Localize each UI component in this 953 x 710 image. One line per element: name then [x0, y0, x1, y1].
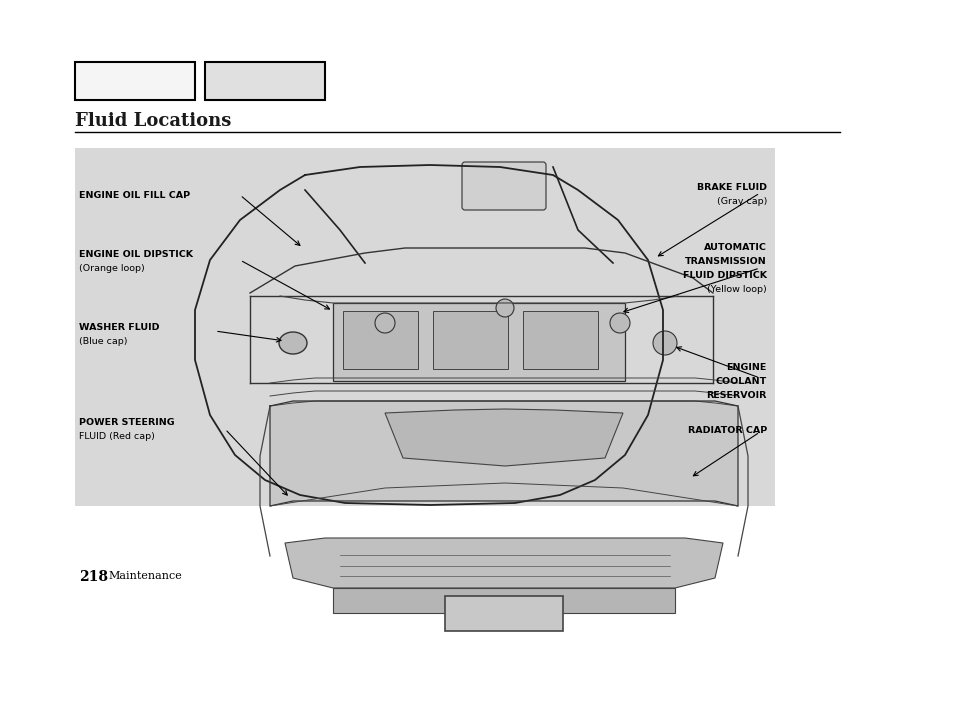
Text: BRAKE FLUID: BRAKE FLUID [697, 183, 766, 192]
Text: RESERVOIR: RESERVOIR [706, 391, 766, 400]
FancyBboxPatch shape [205, 62, 325, 100]
Text: WASHER FLUID: WASHER FLUID [79, 323, 159, 332]
FancyBboxPatch shape [444, 596, 562, 631]
Polygon shape [270, 401, 738, 506]
Text: Maintenance: Maintenance [108, 571, 182, 581]
Circle shape [375, 313, 395, 333]
Text: 218: 218 [79, 570, 108, 584]
FancyBboxPatch shape [522, 311, 598, 369]
Text: TRANSMISSION: TRANSMISSION [684, 257, 766, 266]
FancyBboxPatch shape [333, 303, 624, 381]
Polygon shape [385, 409, 622, 466]
FancyBboxPatch shape [343, 311, 417, 369]
Polygon shape [285, 538, 722, 588]
FancyBboxPatch shape [75, 148, 774, 506]
Text: COOLANT: COOLANT [715, 377, 766, 386]
Text: (Orange loop): (Orange loop) [79, 264, 145, 273]
Circle shape [652, 331, 677, 355]
Polygon shape [333, 588, 675, 613]
Text: FLUID (Red cap): FLUID (Red cap) [79, 432, 154, 441]
Ellipse shape [278, 332, 307, 354]
Text: Fluid Locations: Fluid Locations [75, 112, 232, 130]
FancyBboxPatch shape [461, 162, 545, 210]
Text: (Blue cap): (Blue cap) [79, 337, 128, 346]
Text: ENGINE: ENGINE [726, 363, 766, 372]
Text: (Gray cap): (Gray cap) [716, 197, 766, 206]
Text: FLUID DIPSTICK: FLUID DIPSTICK [682, 271, 766, 280]
Text: RADIATOR CAP: RADIATOR CAP [687, 426, 766, 435]
FancyBboxPatch shape [75, 62, 194, 100]
Circle shape [609, 313, 629, 333]
Text: ENGINE OIL FILL CAP: ENGINE OIL FILL CAP [79, 191, 190, 200]
FancyBboxPatch shape [433, 311, 507, 369]
Circle shape [496, 299, 514, 317]
Text: ENGINE OIL DIPSTICK: ENGINE OIL DIPSTICK [79, 250, 193, 259]
Text: (Yellow loop): (Yellow loop) [706, 285, 766, 294]
Text: AUTOMATIC: AUTOMATIC [703, 243, 766, 252]
Text: POWER STEERING: POWER STEERING [79, 418, 174, 427]
